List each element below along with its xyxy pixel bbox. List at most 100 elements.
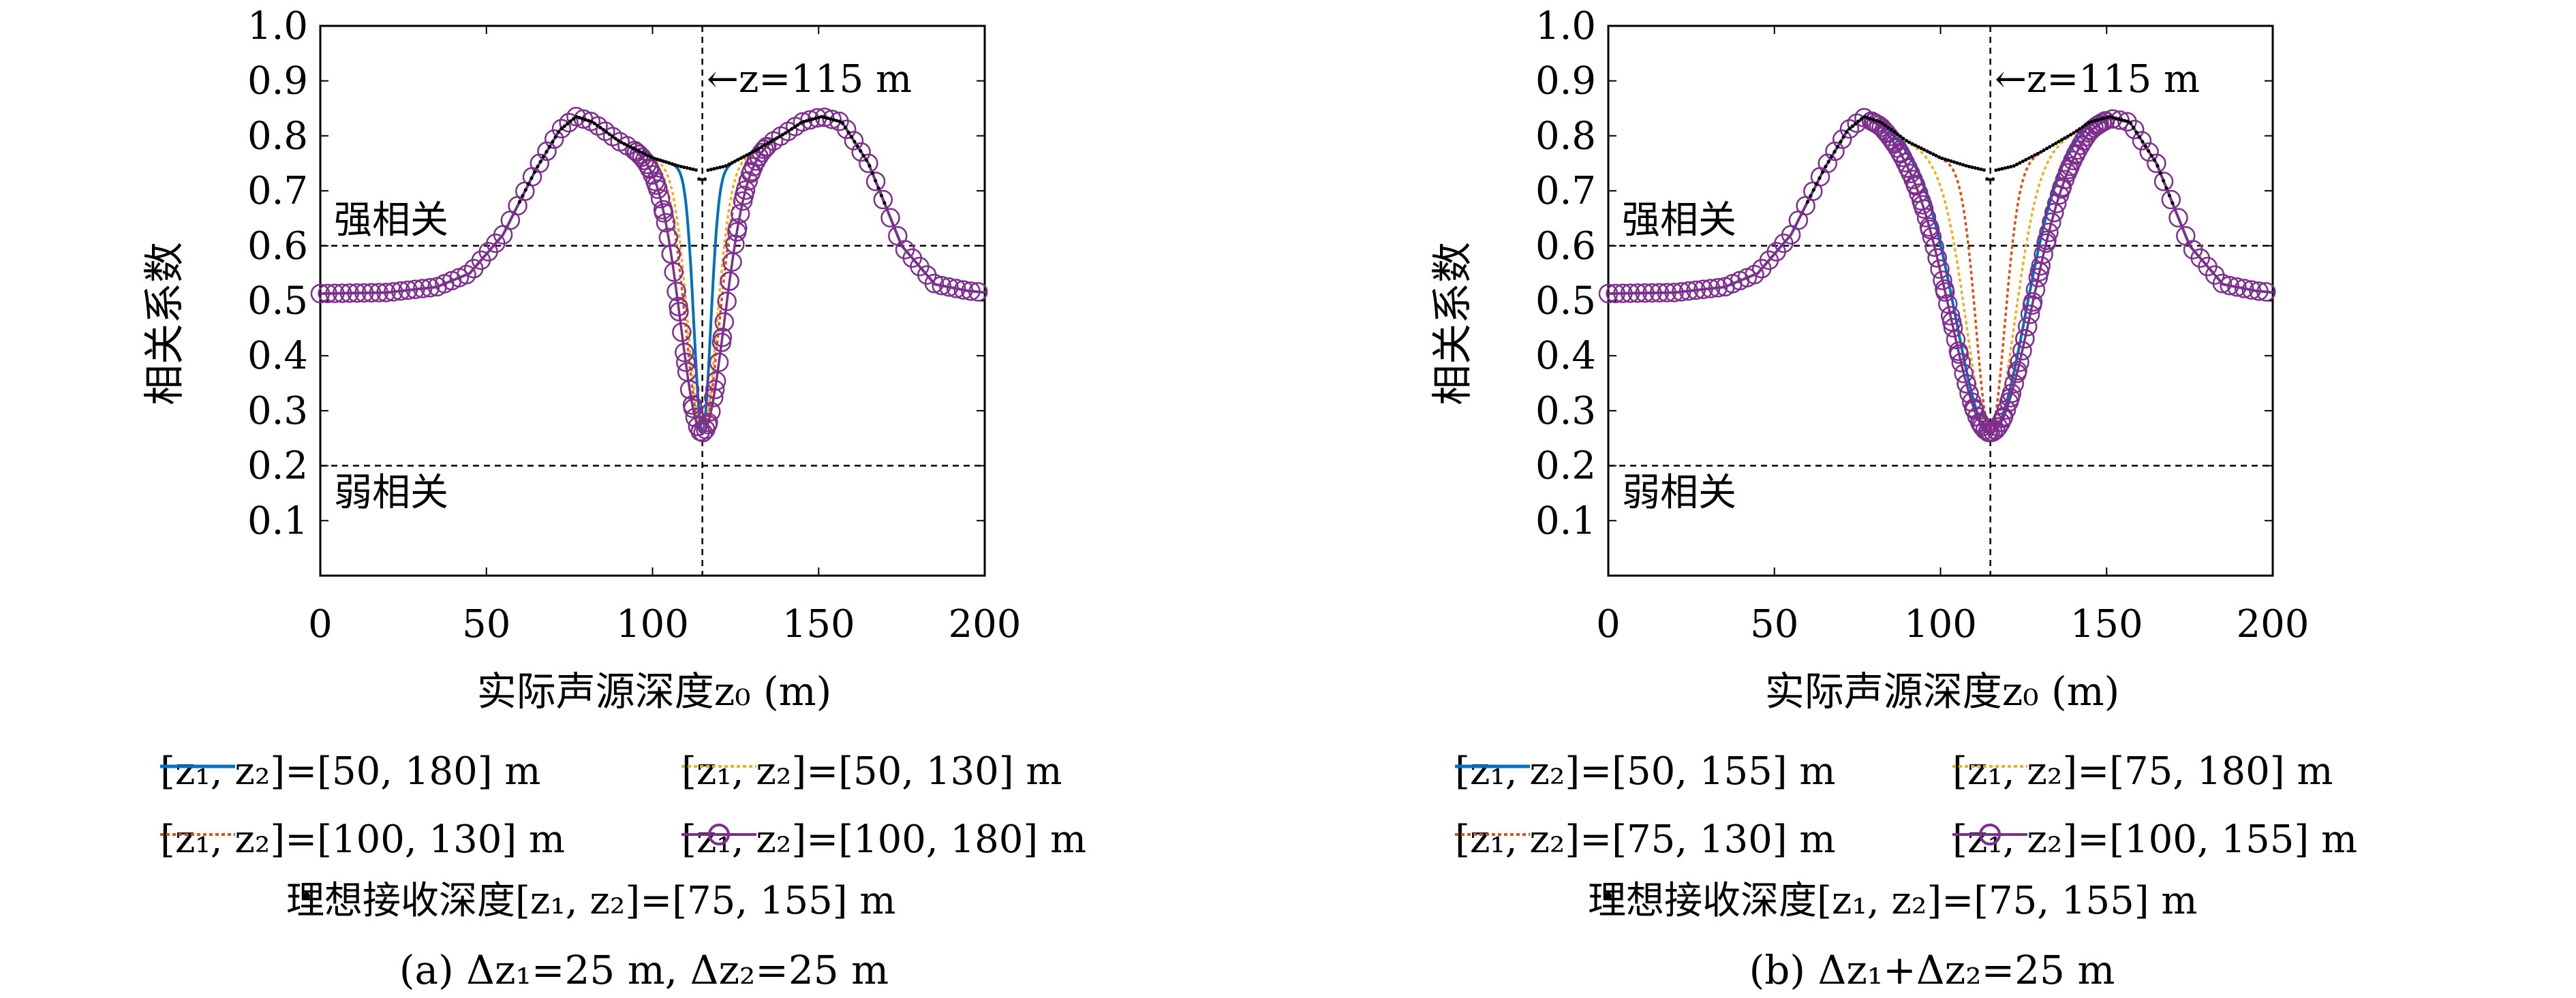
y-tick-label: 0.9 [1535,59,1596,104]
ideal-depth-dot [2164,186,2168,190]
ideal-depth-dot [619,140,624,144]
series-marker [1627,283,1648,303]
ideal-depth-dot [2171,201,2175,205]
ideal-depth-dot [754,148,758,153]
series-marker [2124,119,2145,140]
series-marker [873,189,893,210]
ideal-depth-dot [810,117,815,121]
ideal-depth-dot [2143,144,2147,149]
ideal-depth-dot [751,150,755,154]
ideal-depth-dot [870,171,874,175]
ideal-depth-dot [530,176,534,180]
ideal-depth-dot [1967,164,1972,169]
ideal-depth-dot [739,156,743,160]
ideal-depth-dot [613,136,617,140]
legend-item: [z₁, z₂]=[100, 155] m [1952,821,2357,859]
ideal-depth-dot [1952,160,1957,164]
series-marker [2161,189,2181,210]
ideal-depth-dot [2024,157,2028,162]
y-tick-label: 0.5 [1535,279,1596,324]
series-marker [1930,259,1950,279]
ideal-depth-dot [1892,130,1897,134]
legend-label: 理想接收深度[z₁, z₂]=[75, 155] m [1588,879,2198,923]
ideal-depth-dot [786,129,791,133]
series-marker [2044,202,2064,223]
ideal-depth-dot [2000,167,2004,171]
ideal-depth-dot [1904,138,1908,143]
ideal-depth-dot [685,166,689,170]
series-marker [2028,268,2049,287]
series-marker [390,281,411,301]
ideal-depth-dot [1869,116,1873,121]
legend-label: [z₁, z₂]=[75, 130] m [1455,817,1836,862]
ideal-depth-dot [1818,176,1822,180]
x-tick-label: 150 [782,602,855,646]
series-marker [699,412,718,433]
ideal-depth-dot [864,158,869,162]
ideal-depth-dot [874,178,878,183]
series-marker [682,395,703,415]
ideal-depth-dot [1815,182,1819,186]
series-marker [709,352,729,373]
series-marker [1946,330,1966,349]
ideal-depth-dot [553,135,557,139]
ideal-depth-dot [859,149,863,153]
ideal-depth-dot [816,115,821,120]
ideal-depth-dot [589,119,594,124]
ideal-depth-dot [2158,171,2162,175]
ideal-depth-dot [2162,178,2166,183]
series-marker [1948,341,1969,361]
ideal-depth-dot [2009,165,2013,169]
ideal-depth-dot [709,168,713,172]
ideal-depth-dot [1949,159,1953,163]
y-tick-label: 0.3 [1535,389,1596,433]
ideal-depth-dot [2098,117,2103,121]
series-marker [711,332,732,352]
series-marker [1935,282,1955,302]
series-marker [800,110,820,130]
ideal-depth-dot [2048,144,2052,149]
series-marker [2234,279,2254,298]
ideal-depth-dot [2063,136,2067,140]
ideal-depth-dot [538,159,542,163]
ideal-depth-dot [2096,118,2100,122]
series-marker [851,142,871,162]
ideal-depth-dot [1925,149,1929,153]
x-axis-label: 实际声源深度z₀ (m) [477,668,832,715]
ideal-depth-dot [2033,153,2037,157]
ideal-depth-dot [781,133,785,137]
ideal-depth-dot [1997,168,2001,172]
series-marker [1887,138,1907,158]
series-marker [701,401,721,422]
ideal-depth-dot [1985,177,1989,181]
series-marker [679,379,700,400]
ideal-depth-dot [1928,151,1932,155]
x-tick-label: 0 [1596,602,1621,646]
x-tick-label: 200 [2237,602,2310,646]
series-marker [457,264,476,285]
y-tick-label: 0.5 [247,279,308,324]
legend-item: [z₁, z₂]=[100, 130] m [160,821,565,859]
ideal-depth-dot [766,141,770,145]
series-marker [2012,341,2032,361]
series-marker [318,283,337,304]
series-marker [369,283,389,302]
ideal-depth-dot [1841,135,1845,139]
y-tick-label: 0.2 [1535,444,1596,488]
legend-swatch-dotted [681,765,756,768]
ideal-depth-dot [1886,125,1890,129]
ideal-depth-dot [727,162,731,166]
legend-swatch-dot [303,892,310,899]
ideal-depth-dot [1844,130,1849,134]
legend-item: [z₁, z₂]=[50, 155] m [1455,753,1835,791]
ideal-depth-dot [1934,153,1938,158]
series-marker [347,283,367,303]
ideal-depth-dot [784,131,788,135]
ideal-depth-dot [1847,127,1852,131]
ideal-depth-dot [1811,188,1815,192]
series-marker [666,281,686,302]
ideal-depth-dot [517,200,522,204]
series-marker [735,180,756,200]
series-marker [2010,352,2029,373]
series-marker [1922,227,1942,247]
